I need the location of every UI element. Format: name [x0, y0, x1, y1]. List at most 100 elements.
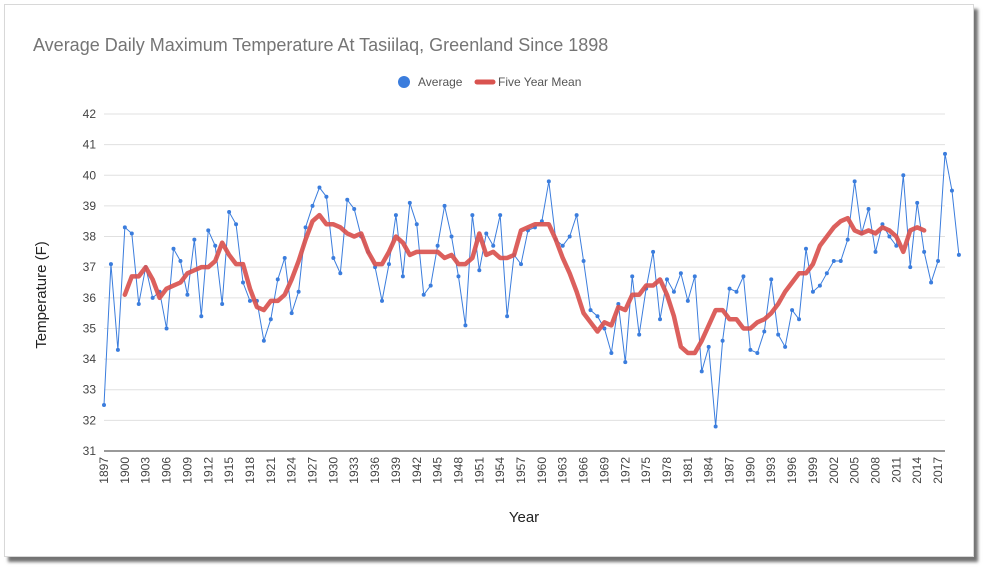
average-series	[102, 151, 961, 429]
x-tick-label: 1918	[243, 457, 257, 484]
average-point	[206, 228, 211, 233]
x-tick-label: 2017	[931, 457, 945, 484]
average-point	[185, 292, 190, 297]
average-point	[623, 360, 628, 365]
average-point	[261, 338, 266, 343]
average-point	[310, 203, 315, 208]
average-point	[588, 308, 593, 313]
x-tick-label: 1990	[743, 457, 757, 484]
x-tick-label: 1945	[431, 457, 445, 484]
average-point	[435, 243, 440, 248]
legend-average-label: Average	[418, 75, 463, 89]
average-point	[769, 277, 774, 282]
x-tick-label: 1903	[139, 457, 153, 484]
average-point	[338, 271, 343, 276]
x-tick-label: 1906	[160, 457, 174, 484]
average-point	[755, 350, 760, 355]
y-tick-label: 32	[83, 413, 97, 427]
average-point	[199, 314, 204, 319]
average-point	[741, 274, 746, 279]
average-point	[546, 179, 551, 184]
average-point	[838, 259, 843, 264]
average-point	[296, 289, 301, 294]
average-point	[150, 295, 155, 300]
average-point	[748, 347, 753, 352]
legend: Average Five Year Mean	[398, 75, 581, 89]
average-point	[901, 173, 906, 178]
x-tick-label: 1933	[347, 457, 361, 484]
average-point	[894, 243, 899, 248]
legend-five-year-mean-label: Five Year Mean	[498, 75, 581, 89]
gridlines	[104, 113, 945, 452]
average-point	[713, 424, 718, 429]
average-point	[317, 185, 322, 190]
average-point	[442, 203, 447, 208]
x-tick-label: 1987	[723, 457, 737, 484]
x-tick-label: 1981	[681, 457, 695, 484]
x-tick-label: 1966	[577, 457, 591, 484]
average-point	[505, 314, 510, 319]
average-point	[956, 252, 961, 257]
average-point	[595, 314, 600, 319]
average-point	[949, 188, 954, 193]
average-point	[470, 213, 475, 218]
average-point	[706, 344, 711, 349]
average-point	[658, 317, 663, 322]
average-point	[560, 243, 565, 248]
y-tick-label: 31	[83, 444, 97, 458]
average-point	[220, 301, 225, 306]
average-point	[630, 274, 635, 279]
x-tick-label: 1984	[702, 457, 716, 484]
average-point	[803, 246, 808, 251]
x-tick-label: 1921	[264, 457, 278, 484]
x-tick-label: 1936	[368, 457, 382, 484]
average-point	[609, 350, 614, 355]
average-point	[303, 225, 308, 230]
y-tick-label: 33	[83, 383, 97, 397]
average-point	[810, 289, 815, 294]
average-point	[122, 225, 127, 230]
average-point	[720, 338, 725, 343]
y-axis-ticks: 31 32 33 34 35 36 37 38 39 40 41 42	[83, 107, 97, 458]
average-point	[178, 259, 183, 264]
average-point	[783, 344, 788, 349]
average-point	[581, 259, 586, 264]
average-point	[380, 298, 385, 303]
average-point	[498, 213, 503, 218]
average-point	[567, 234, 572, 239]
x-tick-label: 1942	[410, 457, 424, 484]
average-point	[345, 197, 350, 202]
average-point	[880, 222, 885, 227]
y-tick-label: 36	[83, 291, 97, 305]
x-axis-label: Year	[509, 509, 539, 526]
average-point	[421, 292, 426, 297]
average-point	[699, 369, 704, 374]
x-tick-label: 1993	[764, 457, 778, 484]
average-point	[776, 332, 781, 337]
x-tick-label: 1900	[118, 457, 132, 484]
y-tick-label: 35	[83, 321, 97, 335]
average-point	[282, 255, 287, 260]
average-point	[268, 317, 273, 322]
average-point	[887, 234, 892, 239]
y-tick-label: 39	[83, 199, 97, 213]
x-tick-label: 1960	[535, 457, 549, 484]
average-point	[428, 283, 433, 288]
average-point	[824, 271, 829, 276]
average-point	[213, 243, 218, 248]
average-point	[164, 326, 169, 331]
y-tick-label: 37	[83, 260, 97, 274]
average-point	[664, 277, 669, 282]
x-tick-label: 1972	[618, 457, 632, 484]
average-point	[671, 289, 676, 294]
average-point	[866, 206, 871, 211]
average-point	[915, 200, 920, 205]
x-tick-label: 1969	[597, 457, 611, 484]
chart-title: Average Daily Maximum Temperature At Tas…	[33, 35, 608, 55]
five-year-mean-series	[122, 212, 927, 356]
average-point	[873, 249, 878, 254]
x-tick-label: 1996	[785, 457, 799, 484]
x-tick-label: 1927	[306, 457, 320, 484]
average-point	[692, 274, 697, 279]
average-point	[797, 317, 802, 322]
